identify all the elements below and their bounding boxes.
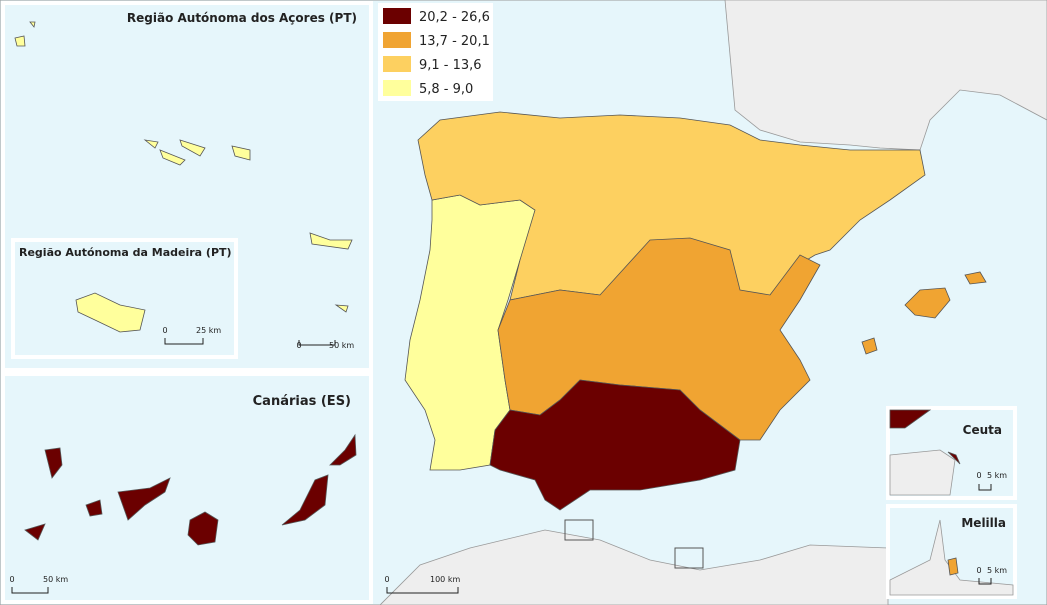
legend-swatch [383, 80, 411, 96]
madeira-island [75, 292, 146, 333]
scale-bar [386, 587, 459, 594]
legend-items: 20,2 - 26,6 13,7 - 20,1 9,1 - 13,6 5,8 - 9,… [383, 8, 490, 97]
island [159, 149, 186, 166]
scale-label: 0 [9, 575, 14, 584]
island [143, 139, 159, 149]
scale-bar [11, 587, 49, 594]
island [85, 499, 103, 517]
island [334, 304, 349, 313]
inset-title: Canárias (ES) [253, 394, 351, 409]
scale-label: 5 km [987, 471, 1007, 480]
island [24, 523, 46, 541]
legend-swatch [383, 32, 411, 48]
mallorca [904, 287, 951, 319]
north-spain [417, 111, 926, 301]
island [14, 35, 26, 47]
legend-label: 20,2 - 26,6 [419, 10, 490, 25]
madeira-panel [11, 238, 238, 359]
island [187, 511, 219, 546]
island [44, 447, 63, 479]
scale-label: 50 km [43, 575, 68, 584]
canarias-islands [24, 433, 357, 546]
scale-label: 0 [296, 341, 301, 350]
island [281, 474, 329, 526]
scale-bar [978, 578, 992, 585]
island [309, 232, 353, 250]
scale-label: 5 km [987, 566, 1007, 575]
melilla-city [947, 557, 959, 576]
menorca [964, 271, 987, 285]
scale-label: 0 [384, 575, 389, 584]
scale-label: 0 [976, 471, 981, 480]
legend-label: 13,7 - 20,1 [419, 34, 490, 49]
scale-bar [298, 340, 336, 346]
island [29, 21, 36, 28]
ceuta-city [947, 451, 961, 465]
legend-swatch [383, 8, 411, 24]
ceuta-mainland [889, 409, 932, 429]
melilla-land [889, 519, 1014, 596]
scale-label: 25 km [196, 326, 221, 335]
melilla-locator [674, 547, 704, 569]
inset-title: Região Autónoma dos Açores (PT) [127, 11, 357, 25]
ceuta-land [889, 449, 956, 496]
scale-label: 0 [162, 326, 167, 335]
inset-title: Melilla [961, 516, 1006, 530]
legend-label: 9,1 - 13,6 [419, 58, 482, 73]
ceuta-locator [564, 519, 594, 541]
scale-label: 0 [976, 566, 981, 575]
scale-label: 100 km [430, 575, 460, 584]
island [117, 477, 171, 521]
island [179, 139, 206, 157]
ibiza [861, 337, 878, 355]
legend-swatch [383, 56, 411, 72]
legend-label: 5,8 - 9,0 [419, 82, 473, 97]
andalusia [489, 379, 741, 511]
scale-bar [978, 484, 992, 491]
scale-bar [164, 338, 204, 345]
inset-title: Ceuta [963, 423, 1002, 437]
canarias-panel [1, 372, 373, 604]
island [231, 145, 251, 161]
scale-label: 50 km [329, 341, 354, 350]
inset-title: Região Autónoma da Madeira (PT) [19, 246, 232, 259]
island [329, 433, 357, 466]
